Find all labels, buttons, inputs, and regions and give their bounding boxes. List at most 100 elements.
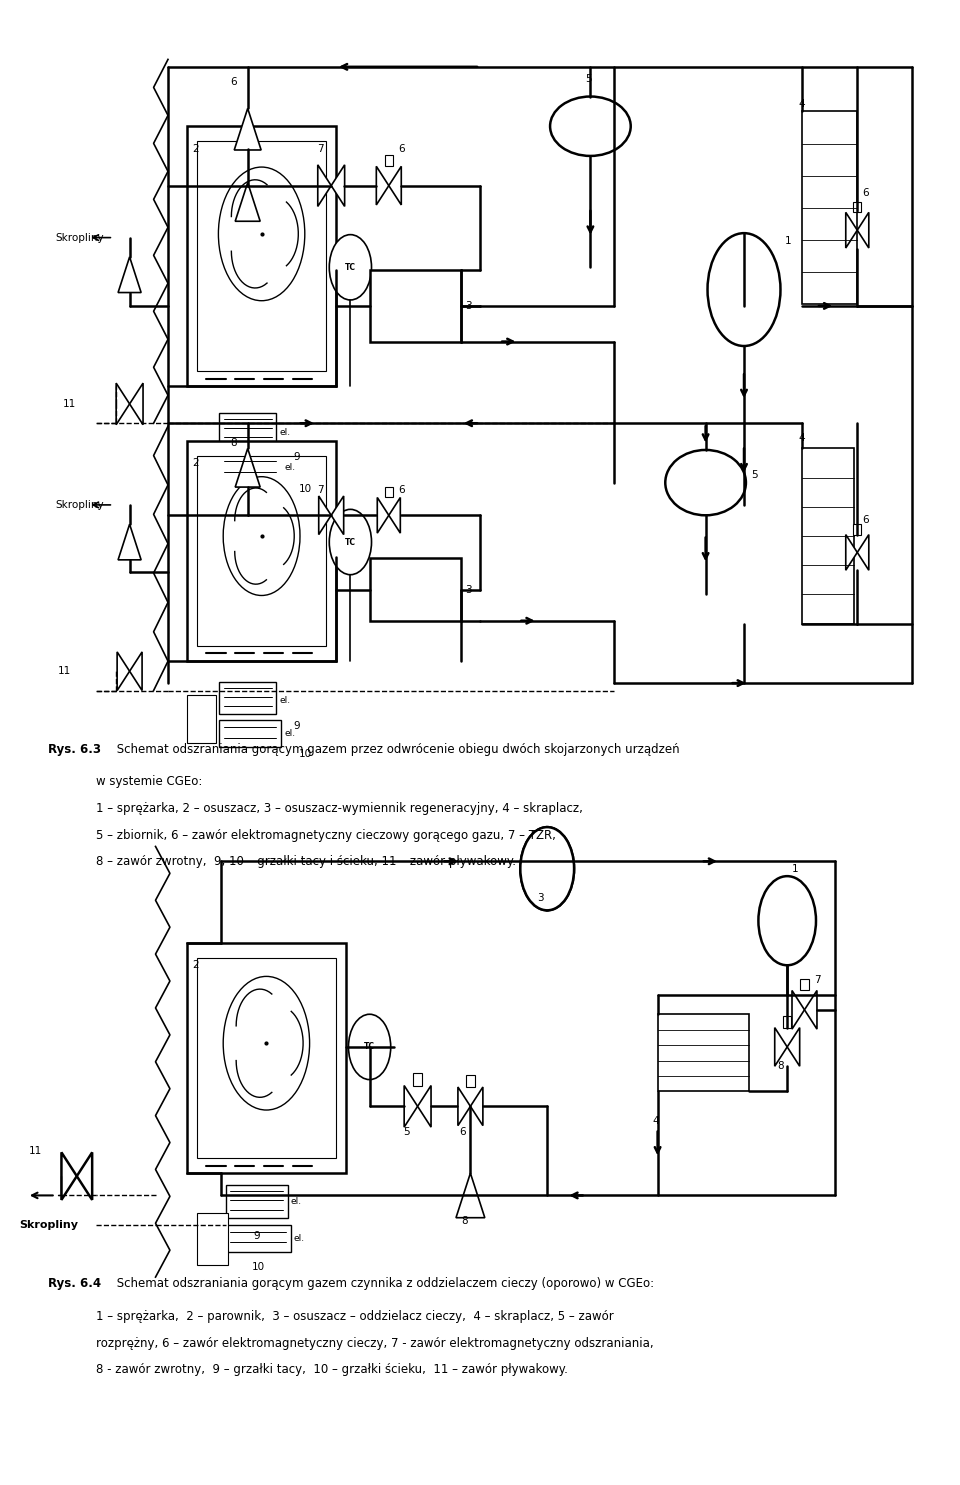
Polygon shape xyxy=(77,1152,92,1200)
Text: Schemat odszraniania gorącym gazem czynnika z oddzielaczem cieczy (oporowo) w CG: Schemat odszraniania gorącym gazem czynn… xyxy=(113,1277,655,1290)
Bar xyxy=(219,720,281,747)
Polygon shape xyxy=(846,212,857,248)
Text: w systemie CGEo:: w systemie CGEo: xyxy=(96,775,203,789)
Bar xyxy=(801,979,808,990)
Bar xyxy=(219,454,281,481)
Circle shape xyxy=(520,827,574,910)
Text: 6: 6 xyxy=(459,1127,466,1136)
Text: 4: 4 xyxy=(653,1117,660,1126)
Text: el.: el. xyxy=(291,1197,302,1206)
Text: TC: TC xyxy=(364,1042,375,1051)
Polygon shape xyxy=(787,1028,800,1066)
Polygon shape xyxy=(857,212,869,248)
Text: 6: 6 xyxy=(862,515,869,524)
Text: el.: el. xyxy=(294,1234,305,1243)
Text: 7: 7 xyxy=(814,976,821,985)
Bar xyxy=(658,1014,749,1091)
Circle shape xyxy=(329,509,372,575)
Circle shape xyxy=(758,876,816,965)
Polygon shape xyxy=(470,1087,483,1126)
Text: 6: 6 xyxy=(862,189,869,198)
Text: Skropliny: Skropliny xyxy=(19,1221,78,1230)
Polygon shape xyxy=(61,1152,77,1200)
Text: 11: 11 xyxy=(58,667,71,676)
Text: 6: 6 xyxy=(398,486,405,495)
Text: 10: 10 xyxy=(299,484,312,493)
Text: 9: 9 xyxy=(294,722,300,731)
Circle shape xyxy=(708,233,780,346)
Bar xyxy=(197,1213,228,1265)
Ellipse shape xyxy=(550,97,631,156)
Text: Rys. 6.3: Rys. 6.3 xyxy=(48,742,101,756)
Text: Skropliny: Skropliny xyxy=(56,233,105,242)
Polygon shape xyxy=(418,1086,431,1127)
Bar xyxy=(187,695,216,742)
Text: el.: el. xyxy=(284,463,296,472)
Polygon shape xyxy=(130,652,142,691)
Polygon shape xyxy=(130,383,143,425)
Text: 4: 4 xyxy=(799,99,805,108)
Text: 6: 6 xyxy=(230,77,237,86)
Polygon shape xyxy=(846,535,857,570)
Circle shape xyxy=(219,166,305,300)
Text: Skropliny: Skropliny xyxy=(56,500,105,509)
Text: 9: 9 xyxy=(253,1231,260,1240)
Polygon shape xyxy=(235,448,260,487)
Polygon shape xyxy=(319,496,331,535)
Text: 2: 2 xyxy=(192,961,199,970)
Polygon shape xyxy=(118,257,141,293)
Polygon shape xyxy=(116,383,130,425)
Polygon shape xyxy=(389,497,400,533)
Wedge shape xyxy=(520,827,547,910)
Circle shape xyxy=(224,977,309,1111)
Bar xyxy=(219,682,276,714)
Text: 7: 7 xyxy=(317,144,324,153)
Text: 8 – zawór zwrotny,  9, 10 – grzałki tacy i ścieku, 11 – zawór pływakowy.: 8 – zawór zwrotny, 9, 10 – grzałki tacy … xyxy=(96,855,516,869)
Bar xyxy=(197,456,326,646)
Text: 4: 4 xyxy=(799,434,805,443)
Polygon shape xyxy=(404,1086,418,1127)
Text: 8: 8 xyxy=(778,1062,784,1071)
Text: 5: 5 xyxy=(751,471,757,480)
Circle shape xyxy=(348,1014,391,1080)
Text: Schemat odszraniania gorącym gazem przez odwrócenie obiegu dwóch skojarzonych ur: Schemat odszraniania gorącym gazem przez… xyxy=(113,742,680,756)
Text: 9: 9 xyxy=(294,453,300,462)
Text: TC: TC xyxy=(345,263,356,272)
Text: 3: 3 xyxy=(466,301,472,310)
Text: 10: 10 xyxy=(252,1262,265,1271)
Text: TC: TC xyxy=(345,538,356,546)
Polygon shape xyxy=(331,165,345,206)
Text: 5: 5 xyxy=(586,74,592,83)
Circle shape xyxy=(223,477,300,595)
Bar xyxy=(197,958,336,1158)
Text: el.: el. xyxy=(279,696,291,705)
Bar xyxy=(783,1016,791,1028)
Circle shape xyxy=(329,235,372,300)
Bar xyxy=(853,524,861,535)
Bar xyxy=(187,943,346,1173)
Text: 11: 11 xyxy=(62,399,76,408)
Ellipse shape xyxy=(665,450,746,515)
Polygon shape xyxy=(792,990,804,1029)
Text: 3: 3 xyxy=(466,585,472,594)
Text: rozprężny, 6 – zawór elektromagnetyczny cieczy, 7 - zawór elektromagnetyczny ods: rozprężny, 6 – zawór elektromagnetyczny … xyxy=(96,1336,654,1350)
Text: 1 – sprężarka,  2 – parownik,  3 – osuszacz – oddzielacz cieczy,  4 – skraplacz,: 1 – sprężarka, 2 – parownik, 3 – osuszac… xyxy=(96,1310,613,1323)
Polygon shape xyxy=(456,1173,485,1218)
Polygon shape xyxy=(235,183,260,221)
Text: 5: 5 xyxy=(403,1127,410,1136)
Polygon shape xyxy=(318,165,331,206)
Bar xyxy=(226,1185,288,1218)
Text: el.: el. xyxy=(279,428,291,437)
Polygon shape xyxy=(117,652,130,691)
Polygon shape xyxy=(118,524,141,560)
Bar xyxy=(853,202,861,212)
Text: 11: 11 xyxy=(29,1146,42,1155)
Text: 7: 7 xyxy=(317,486,324,495)
Polygon shape xyxy=(377,497,389,533)
Bar xyxy=(197,141,326,371)
Text: 8 - zawór zwrotny,  9 – grzałki tacy,  10 – grzałki ścieku,  11 – zawór pływakow: 8 - zawór zwrotny, 9 – grzałki tacy, 10 … xyxy=(96,1363,568,1377)
Polygon shape xyxy=(389,166,401,205)
Text: 8: 8 xyxy=(461,1216,468,1225)
Text: 3: 3 xyxy=(538,894,544,903)
Text: el.: el. xyxy=(284,729,296,738)
